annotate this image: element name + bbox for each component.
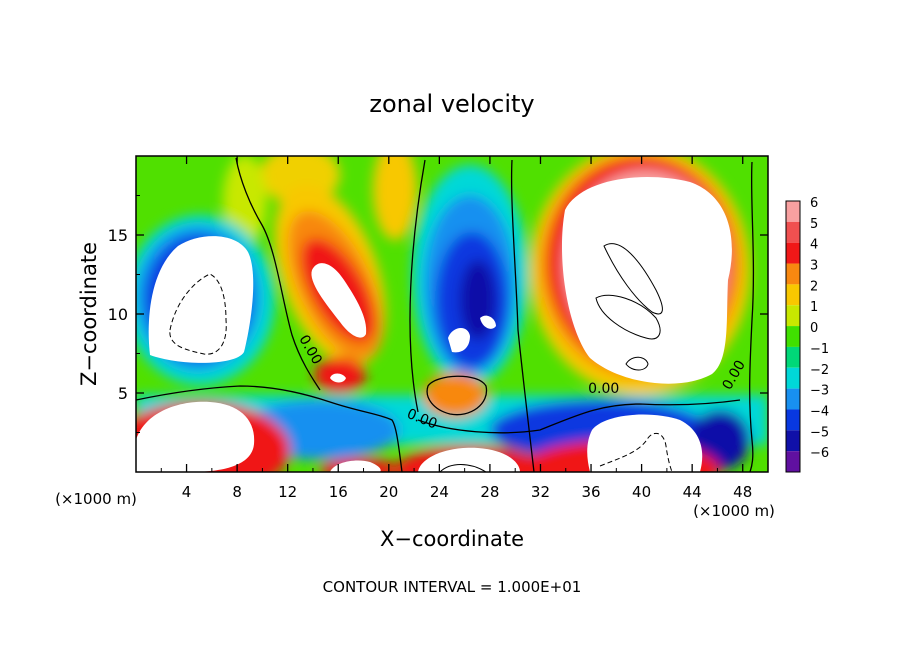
x-tick-label: 28 xyxy=(480,483,499,501)
contour-label: 0.00 xyxy=(588,381,619,397)
colorbar-label: −1 xyxy=(810,342,829,357)
x-tick-label: 4 xyxy=(182,483,192,501)
white-region-bottom-mid xyxy=(418,447,520,472)
colorbar-swatch xyxy=(786,326,800,347)
footer-contour-interval: CONTOUR INTERVAL = 1.000E+01 xyxy=(323,578,582,596)
inner-contour-1 xyxy=(603,243,663,315)
colorbar-label: −2 xyxy=(810,363,829,378)
colorbar-swatch xyxy=(786,430,800,452)
y-tick-label: 10 xyxy=(108,305,128,324)
colorbar-label: −4 xyxy=(810,404,829,419)
white-region-bottom-small xyxy=(330,460,381,472)
x-tick-label: 16 xyxy=(329,483,348,501)
zero-contour-center-right xyxy=(510,159,535,472)
inner-contour-4 xyxy=(439,464,487,472)
zero-contour-bottom xyxy=(417,399,741,434)
saturated-regions xyxy=(136,177,732,472)
zero-contour-loop xyxy=(426,375,488,416)
positive-contour-lines xyxy=(439,243,663,472)
x-tick-label: 44 xyxy=(683,483,702,501)
colorbar-swatch xyxy=(786,388,800,410)
y-tick-label: 5 xyxy=(118,384,128,403)
colorbar-label: 3 xyxy=(810,259,818,274)
colorbar-swatch xyxy=(786,346,800,368)
white-region-right xyxy=(561,177,732,384)
colorbar-label: −6 xyxy=(810,446,829,461)
colorbar-label: −3 xyxy=(810,384,829,399)
white-region-diagonal xyxy=(311,263,367,338)
x-axis-label: X−coordinate xyxy=(380,527,524,551)
contour-lines xyxy=(136,157,755,472)
x-tick-label: 40 xyxy=(632,483,651,501)
colorbar-label: 5 xyxy=(810,217,818,232)
dashed-contour-left xyxy=(169,273,227,355)
negative-contour-lines xyxy=(169,273,673,472)
zero-contour-left xyxy=(235,157,321,391)
y-axis-label: Z−coordinate xyxy=(77,242,101,386)
colorbar-label: 6 xyxy=(810,196,818,211)
colorbar-swatch xyxy=(786,409,800,431)
chart-title: zonal velocity xyxy=(369,90,534,118)
x-tick-label: 24 xyxy=(430,483,449,501)
colorbar-label: 2 xyxy=(810,279,818,294)
plot-area: 0.000.000.00 0.00 xyxy=(136,156,768,472)
dashed-contour-right-bottom xyxy=(599,432,673,472)
zero-contour-right xyxy=(749,161,755,472)
inner-contour-3 xyxy=(625,356,649,371)
zero-contour-center-left xyxy=(409,159,426,413)
colorbar-label: 4 xyxy=(810,238,818,253)
x-tick-label: 12 xyxy=(278,483,297,501)
x-unit-right: (×1000 m) xyxy=(693,502,775,520)
colorbar-label: 0 xyxy=(810,321,818,336)
colorbar-swatch xyxy=(786,305,800,327)
colorbar: 6 5 4 3 2 1 0 −1 −2 −3 −4 −5 −6 xyxy=(785,196,829,473)
colorbar-label: −5 xyxy=(810,425,829,440)
x-axis: 4 8 12 16 20 24 28 32 36 40 44 48 xyxy=(160,156,752,501)
white-region-bottom-left xyxy=(136,401,255,472)
white-region-small xyxy=(330,373,346,383)
colorbar-swatch xyxy=(786,221,800,243)
colorbar-swatch xyxy=(786,284,800,306)
y-tick-label: 15 xyxy=(108,226,128,245)
colorbar-swatch xyxy=(786,367,800,389)
colorbar-swatch xyxy=(786,201,800,222)
x-unit-left: (×1000 m) xyxy=(55,490,137,508)
y-axis: 5 10 15 xyxy=(108,195,768,433)
colorbar-label: 1 xyxy=(810,300,818,315)
x-tick-label: 8 xyxy=(232,483,242,501)
colorbar-swatch xyxy=(786,451,800,472)
x-tick-label: 48 xyxy=(733,483,752,501)
x-tick-label: 32 xyxy=(531,483,550,501)
x-tick-label: 20 xyxy=(379,483,398,501)
white-region-left-upper xyxy=(148,236,254,363)
inner-contour-2 xyxy=(595,294,661,340)
colorbar-frame xyxy=(785,200,801,473)
x-tick-label: 36 xyxy=(581,483,600,501)
zero-contour-lower xyxy=(136,385,403,472)
colorbar-swatch xyxy=(786,263,800,285)
colorbar-swatch xyxy=(786,242,800,264)
white-region-center xyxy=(448,315,496,353)
